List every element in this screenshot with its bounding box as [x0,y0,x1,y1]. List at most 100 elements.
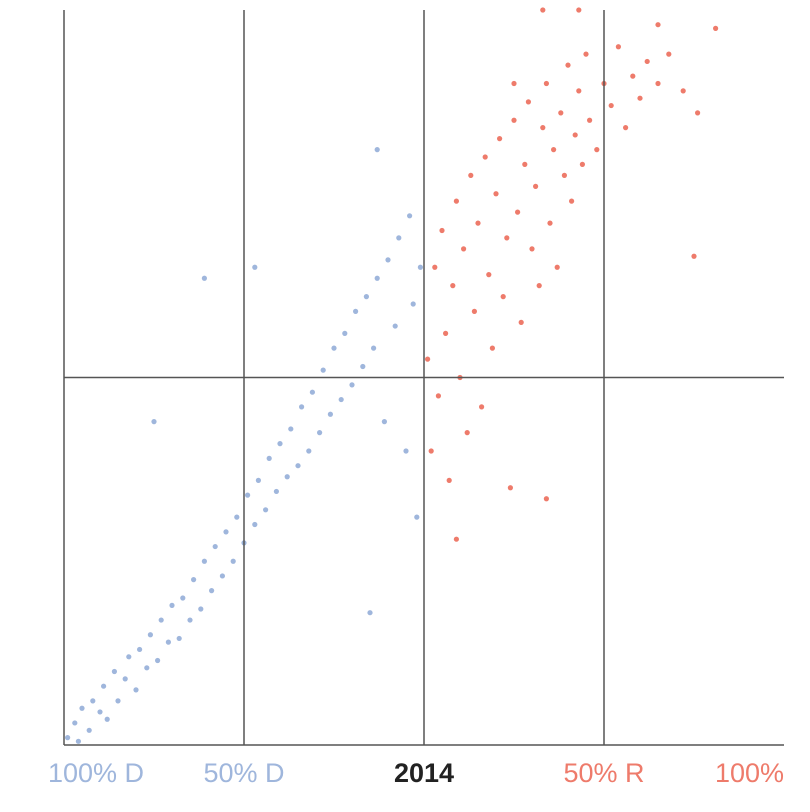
point [169,602,175,608]
point [284,474,290,480]
point [126,654,132,660]
point [252,521,258,528]
point [644,58,650,65]
point [75,738,81,744]
x-tick-label: 2014 [394,758,454,788]
point [547,220,553,226]
point [453,536,459,542]
point [417,264,423,270]
point [525,99,532,105]
point [374,147,380,153]
point [288,426,294,432]
point [72,720,78,726]
point [299,404,305,410]
point [558,110,564,116]
point [137,646,143,653]
point [144,665,150,671]
point [554,264,560,270]
point [338,396,344,403]
point [453,198,459,204]
point [255,477,261,483]
point [461,246,467,252]
point [101,683,107,689]
x-tick-label: 50% D [203,758,284,788]
point [464,430,470,436]
point [223,529,229,535]
point [615,44,622,50]
point [317,430,323,436]
point [713,25,719,31]
point [435,393,441,399]
point [576,88,582,94]
point [561,172,568,178]
point [489,345,495,351]
point [572,132,578,138]
point [518,319,524,325]
point [403,448,409,454]
point [497,136,503,142]
point [439,227,445,234]
point [97,709,103,715]
point [407,213,413,219]
point [414,514,420,520]
point [522,161,528,167]
point [331,345,337,351]
point [587,117,593,123]
point [266,455,272,461]
point [551,147,557,153]
point [425,356,431,362]
point [263,507,269,513]
point [309,389,315,395]
point [349,382,355,388]
point [252,264,258,270]
point [655,22,661,28]
point [680,88,686,94]
point [583,51,589,57]
point [500,294,506,300]
point [90,698,96,704]
point [165,639,171,645]
point [655,80,661,87]
point [381,419,387,425]
point [594,147,600,153]
point [695,110,701,116]
point [201,275,207,281]
point [533,183,539,189]
point [569,198,575,204]
point [536,283,542,289]
point [579,161,586,167]
point [576,7,582,13]
point [187,617,193,623]
point [385,257,391,263]
point [180,595,186,601]
point [637,95,643,101]
point [79,705,85,711]
point [353,308,359,314]
point [468,172,474,178]
point [623,125,629,131]
point [176,635,182,642]
point [493,191,499,197]
point [86,727,92,733]
point [392,323,398,329]
point [475,220,481,226]
point [410,301,416,307]
point [234,514,240,520]
point [666,51,672,57]
point [115,698,121,704]
point [565,62,571,68]
point [342,330,348,336]
point [540,7,546,13]
point [511,117,517,123]
point [479,404,485,410]
point [111,668,117,675]
point [515,209,521,215]
point [277,441,283,447]
point [363,294,369,300]
point [432,264,438,270]
point [371,345,377,351]
x-tick-label: 100% D [48,758,144,788]
point [245,492,251,498]
point [630,73,636,79]
